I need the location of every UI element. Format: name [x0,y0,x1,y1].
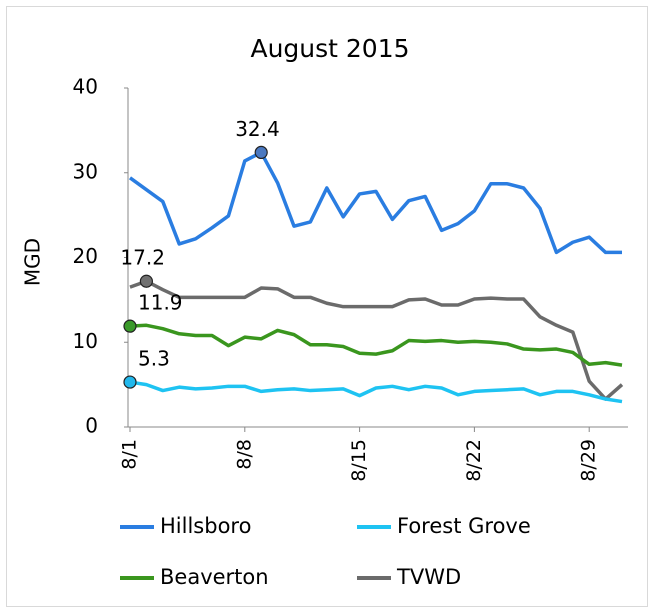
y-tick-label: 0 [85,414,98,438]
series-line [128,150,622,255]
series-line [129,380,623,404]
data-label: 32.4 [235,117,280,141]
data-point-marker [123,319,137,333]
data-label: 11.9 [138,291,183,315]
x-tick-label: 8/22 [463,439,485,482]
data-label: 5.3 [138,347,170,371]
data-point-marker [123,375,137,389]
data-label: 17.2 [120,246,165,270]
y-tick-label: 20 [73,244,98,268]
chart-title: August 2015 [250,34,409,63]
x-tick-label: 8/8 [233,439,255,470]
series-line [129,279,624,401]
y-tick-label: 30 [73,159,98,183]
legend-label: Beaverton [160,565,269,589]
x-tick-label: 8/29 [578,439,600,482]
y-tick-label: 10 [73,329,98,353]
x-tick-label: 8/1 [119,439,141,470]
data-point-marker [139,274,153,288]
legend-label: TVWD [396,565,461,589]
chart-frame [6,6,648,607]
legend-label: Hillsboro [160,514,251,538]
y-tick-label: 40 [73,75,98,99]
y-axis-label: MGD [21,238,45,286]
series-line [129,323,623,367]
data-point-marker [254,145,268,160]
x-tick-label: 8/15 [348,439,370,482]
legend-label: Forest Grove [397,514,531,538]
